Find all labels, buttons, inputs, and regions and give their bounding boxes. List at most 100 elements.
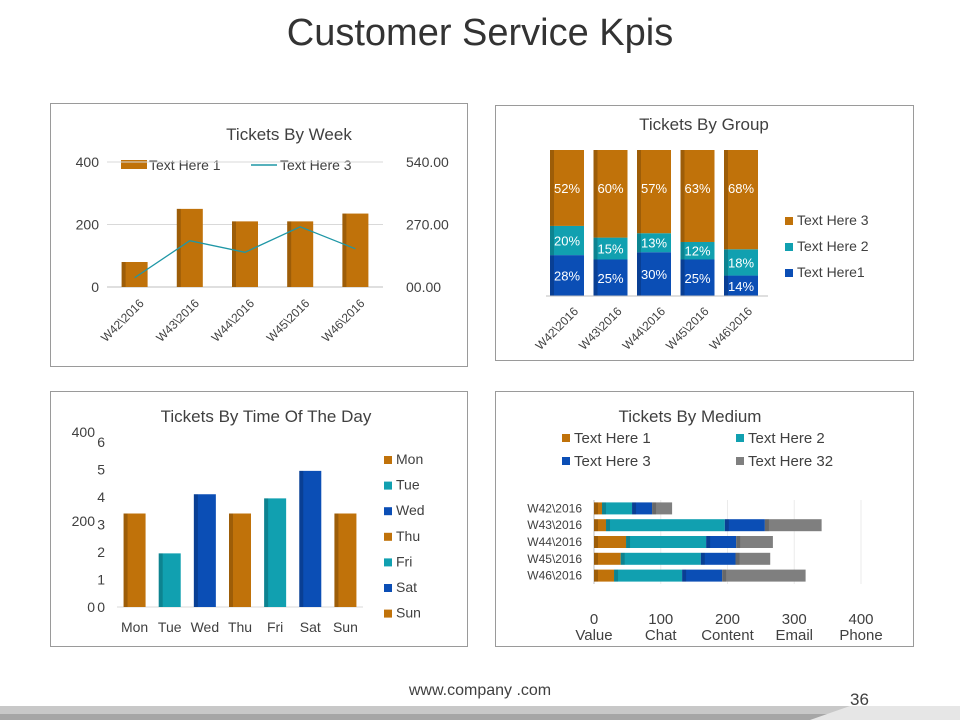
bar-segment xyxy=(736,536,773,548)
bar-segment xyxy=(620,552,701,565)
series-line xyxy=(134,226,356,279)
bar-segment-shade xyxy=(593,259,598,296)
legend-swatch xyxy=(384,532,392,541)
data-label: 28% xyxy=(554,269,580,284)
legend-label: Text Here 3 xyxy=(280,157,352,173)
data-label: 13% xyxy=(641,236,667,251)
y-tick-label: 0 xyxy=(97,599,105,615)
bar-segment xyxy=(637,233,671,253)
y-tick-label: W46\2016 xyxy=(527,569,582,583)
bar-segment-shade xyxy=(724,519,729,532)
footer-band xyxy=(0,706,960,720)
y2-tick-label: 540.00 xyxy=(406,154,449,170)
data-label: 18% xyxy=(728,255,754,270)
bar-shade xyxy=(287,221,292,287)
bar-segment xyxy=(724,249,758,276)
x-tick-label: W45\2016 xyxy=(663,304,712,353)
bar xyxy=(342,213,369,287)
bar-segment-shade xyxy=(735,552,740,565)
panel-tickets-by-group: Tickets By Group 28% 20% 52% W42\2016 25% 15% 6… xyxy=(495,105,914,361)
panel-tickets-by-week: Tickets By Week Text Here 1 Text Here 3 0 20… xyxy=(50,103,468,367)
y-tick-label: 6 xyxy=(97,434,105,450)
bar-segment xyxy=(632,502,653,515)
bar-segment-shade xyxy=(724,150,728,250)
bar-segment-shade xyxy=(620,552,625,565)
bar-segment-shade xyxy=(706,536,711,548)
bar-segment-shade xyxy=(632,502,637,515)
bar-segment xyxy=(706,536,737,548)
footer-url: www.company .com xyxy=(408,682,552,699)
bar-shade xyxy=(158,553,163,607)
chart-title: Tickets By Time Of The Day xyxy=(161,407,372,426)
bar xyxy=(176,208,203,287)
panel-tickets-by-medium: Tickets By Medium Text Here 1 Text Here 2 T… xyxy=(495,391,914,647)
bar-segment-shade xyxy=(594,569,598,582)
bar-segment xyxy=(594,519,607,532)
chart-title: Tickets By Group xyxy=(639,115,769,134)
legend-swatch xyxy=(785,243,793,251)
legend-label: Thu xyxy=(396,528,420,544)
bar-segment xyxy=(682,569,723,582)
x-tick-label: Tue xyxy=(158,619,182,635)
bar-segment-shade xyxy=(550,255,554,296)
bar-segment-shade xyxy=(606,519,611,532)
data-label: 15% xyxy=(597,242,623,257)
bar-segment xyxy=(626,536,707,548)
y-tick-label: 3 xyxy=(97,517,105,533)
bar-segment xyxy=(593,237,628,260)
bar-shade xyxy=(123,513,128,607)
bar xyxy=(123,513,146,607)
bar-segment xyxy=(602,502,633,515)
bar-segment-shade xyxy=(637,252,641,296)
bar-segment-shade xyxy=(602,502,607,515)
legend-swatch xyxy=(384,609,392,618)
legend-swatch xyxy=(736,457,744,465)
bar-segment xyxy=(680,259,715,296)
bar-shade xyxy=(264,498,269,607)
bar-segment xyxy=(724,150,758,250)
y-tick-label: 0 xyxy=(91,279,99,295)
bar xyxy=(232,221,258,287)
x-tick-label: W44\2016 xyxy=(209,296,258,345)
legend-swatch xyxy=(384,456,392,464)
y2-tick-label: 00.00 xyxy=(406,279,441,295)
bar-segment xyxy=(614,569,683,582)
bar-segment xyxy=(637,150,671,234)
x-tick-label: Mon xyxy=(121,619,148,635)
bar-segment-shade xyxy=(550,225,554,256)
bar-segment xyxy=(606,519,725,532)
x-tick-label: W46\2016 xyxy=(707,304,756,353)
y-tick-label: 4 xyxy=(97,489,105,505)
data-label: 52% xyxy=(554,181,580,196)
bar-segment-shade xyxy=(594,552,598,565)
x-tick-label: 400 xyxy=(848,611,873,628)
x-tick-label: Sun xyxy=(333,619,358,635)
panel-tickets-by-time: Tickets By Time Of The Day 0 1 2 3 4 5 6 0 200 400… xyxy=(50,391,468,647)
legend-label: Text Here 2 xyxy=(748,430,825,447)
bar-segment xyxy=(680,241,715,260)
bar-shade xyxy=(121,262,126,287)
x-tick-label: 200 xyxy=(715,611,740,628)
legend-swatch xyxy=(785,269,793,277)
y-tick-label: 1 xyxy=(97,572,105,588)
bar-segment-shade xyxy=(652,502,657,515)
bar-segment xyxy=(594,536,627,548)
legend-swatch xyxy=(384,584,392,592)
x-tick-label: Sat xyxy=(300,619,321,635)
legend-swatch xyxy=(562,434,570,442)
bar-segment-shade xyxy=(764,519,769,532)
chart-title: Tickets By Medium xyxy=(619,407,762,426)
y2-tick-label: 270.00 xyxy=(406,217,449,233)
data-label: 25% xyxy=(684,271,710,286)
x-tick-label: W44\2016 xyxy=(620,304,669,353)
bar xyxy=(299,470,322,607)
legend-label: Mon xyxy=(396,451,423,467)
bar-segment-shade xyxy=(593,237,598,260)
legend-label: Sun xyxy=(396,605,421,621)
legend-label: Sat xyxy=(396,579,417,595)
bar xyxy=(193,494,216,607)
bar-segment xyxy=(550,150,584,226)
y-tick-label: 5 xyxy=(97,462,105,478)
bar-segment xyxy=(764,519,822,532)
bar-segment-shade xyxy=(700,552,705,565)
